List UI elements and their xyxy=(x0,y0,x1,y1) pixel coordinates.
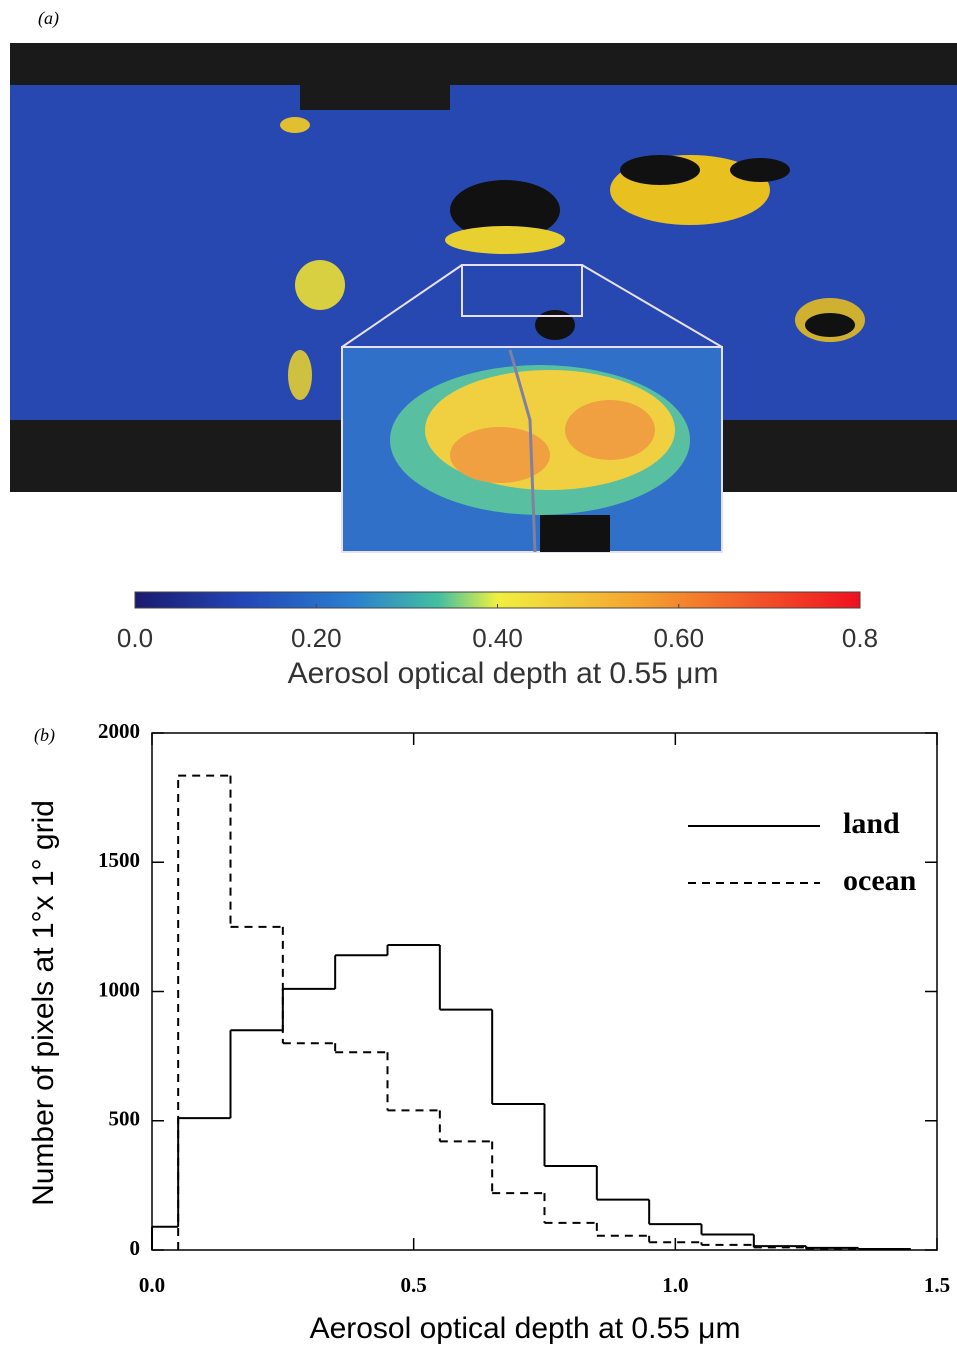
colorbar-tick-label: 0.20 xyxy=(291,623,342,653)
y-tick-label: 0 xyxy=(130,1236,141,1260)
x-axis-title: Aerosol optical depth at 0.55 μm xyxy=(310,1312,741,1345)
y-tick-label: 1000 xyxy=(98,977,140,1001)
colorbar-tick-label: 0.40 xyxy=(472,623,523,653)
x-tick-label: 1.0 xyxy=(662,1273,688,1297)
y-tick-label: 500 xyxy=(109,1107,141,1131)
colorbar-tick-label: 0.0 xyxy=(117,623,153,653)
panel-label: (b) xyxy=(34,725,55,746)
plot-frame xyxy=(151,732,938,1251)
y-tick-label: 2000 xyxy=(98,719,140,743)
x-tick-label: 0.0 xyxy=(139,1273,165,1297)
colorbar-title: Aerosol optical depth at 0.55 μm xyxy=(288,657,719,690)
legend-label: land xyxy=(843,807,900,840)
y-axis-title: Number of pixels at 1°x 1° grid xyxy=(27,800,60,1206)
x-tick-label: 0.5 xyxy=(401,1273,427,1297)
y-tick-label: 1500 xyxy=(98,848,140,872)
panel-label: (a) xyxy=(38,8,59,29)
colorbar-tick-label: 0.60 xyxy=(653,623,704,653)
x-tick-label: 1.5 xyxy=(924,1273,950,1297)
legend-label: ocean xyxy=(843,864,917,897)
map xyxy=(10,43,957,553)
colorbar-tick-label: 0.8 xyxy=(842,623,878,653)
